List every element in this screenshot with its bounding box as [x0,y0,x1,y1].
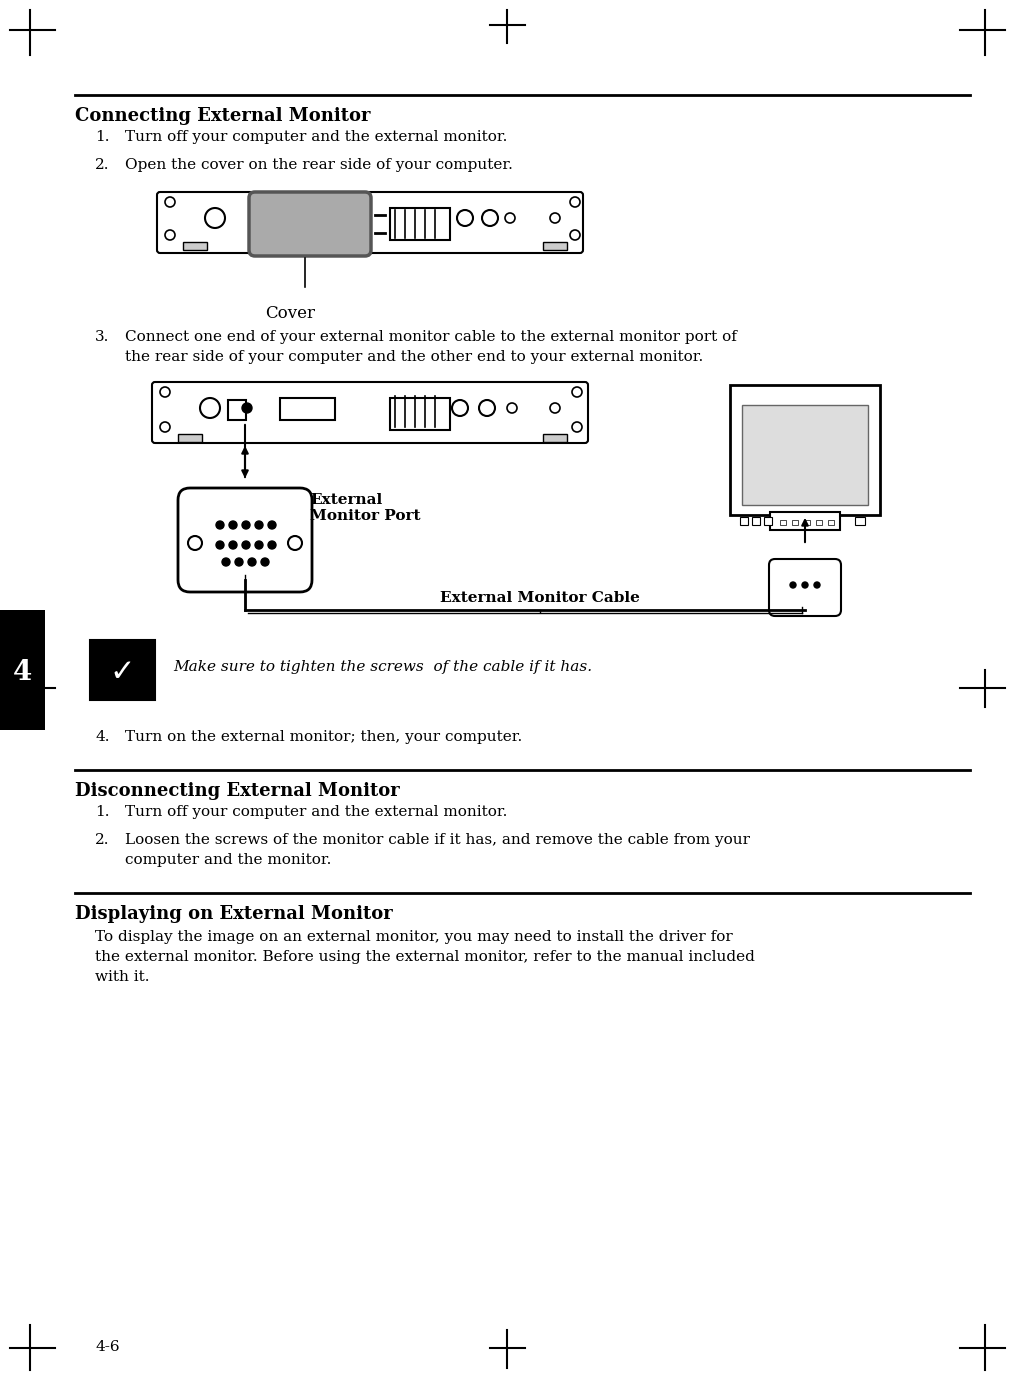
Text: Make sure to tighten the screws  of the cable if it has.: Make sure to tighten the screws of the c… [173,660,592,674]
FancyBboxPatch shape [178,488,312,593]
Bar [228,400,246,420]
Circle shape [802,582,808,588]
Text: with it.: with it. [95,970,149,984]
Circle shape [229,521,236,529]
Text: 1.: 1. [95,805,110,819]
Text: Turn on the external monitor; then, your computer.: Turn on the external monitor; then, your… [125,730,523,744]
Circle shape [242,521,250,529]
Bar [178,434,202,442]
Bar [742,405,868,504]
Bar [816,520,822,525]
Bar [543,243,567,249]
Text: Connect one end of your external monitor cable to the external monitor port of: Connect one end of your external monitor… [125,329,737,344]
Bar [828,520,834,525]
Bar [792,520,798,525]
Text: 1.: 1. [95,130,110,143]
Circle shape [790,582,796,588]
Bar [543,434,567,442]
Circle shape [268,542,276,548]
Bar [804,520,810,525]
Text: 4-6: 4-6 [95,1339,120,1355]
Text: External Monitor Cable: External Monitor Cable [441,591,639,605]
Circle shape [242,542,250,548]
Bar [390,398,450,430]
Bar [855,517,865,525]
FancyBboxPatch shape [152,382,588,442]
Circle shape [814,582,820,588]
Text: computer and the monitor.: computer and the monitor. [125,853,331,867]
Circle shape [268,521,276,529]
Bar [90,639,155,700]
Text: To display the image on an external monitor, you may need to install the driver : To display the image on an external moni… [95,930,733,944]
Text: the rear side of your computer and the other end to your external monitor.: the rear side of your computer and the o… [125,350,703,364]
Bar [0,610,45,730]
FancyBboxPatch shape [249,192,371,256]
Text: Loosen the screws of the monitor cable if it has, and remove the cable from your: Loosen the screws of the monitor cable i… [125,832,750,847]
Text: 4.: 4. [95,730,110,744]
Text: Turn off your computer and the external monitor.: Turn off your computer and the external … [125,805,508,819]
Bar [740,517,748,525]
Text: Turn off your computer and the external monitor.: Turn off your computer and the external … [125,130,508,143]
Bar [280,398,335,420]
Bar [183,243,207,249]
Circle shape [229,542,236,548]
Circle shape [255,542,263,548]
Bar [390,208,450,240]
Circle shape [216,521,224,529]
Text: Displaying on External Monitor: Displaying on External Monitor [75,905,393,923]
Circle shape [255,521,263,529]
Circle shape [248,558,256,566]
Bar [764,517,772,525]
Circle shape [261,558,269,566]
FancyBboxPatch shape [730,384,880,515]
Circle shape [216,542,224,548]
Text: the external monitor. Before using the external monitor, refer to the manual inc: the external monitor. Before using the e… [95,949,755,965]
Text: Disconnecting External Monitor: Disconnecting External Monitor [75,781,400,801]
Text: Open the cover on the rear side of your computer.: Open the cover on the rear side of your … [125,158,513,172]
Circle shape [222,558,230,566]
FancyBboxPatch shape [769,559,841,616]
Circle shape [244,405,250,411]
Bar [770,513,840,531]
Text: ✓: ✓ [110,657,135,686]
Circle shape [235,558,243,566]
Text: 2.: 2. [95,832,110,847]
Text: Connecting External Monitor: Connecting External Monitor [75,107,370,125]
Text: 4: 4 [12,659,31,685]
Text: 3.: 3. [95,329,110,344]
Circle shape [242,402,252,413]
Bar [752,517,760,525]
FancyBboxPatch shape [157,192,583,254]
Text: External
Monitor Port: External Monitor Port [310,493,420,524]
Text: 2.: 2. [95,158,110,172]
Bar [780,520,786,525]
Text: Cover: Cover [265,305,315,322]
